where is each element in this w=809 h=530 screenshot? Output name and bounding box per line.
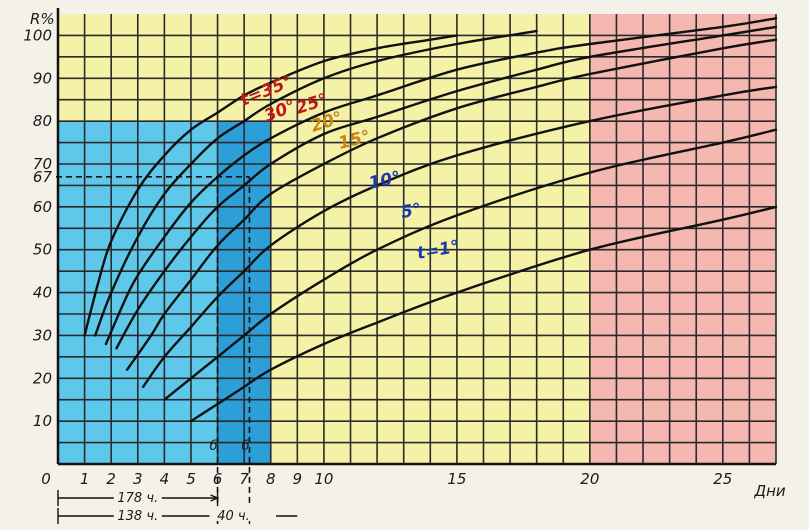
y-tick-label: 70 — [33, 155, 52, 173]
curve-7 — [163, 128, 778, 401]
annotation-arrow — [210, 494, 220, 502]
x-origin-label: 0 — [41, 470, 51, 488]
series-label-7: 5° — [399, 200, 423, 223]
curve-1 — [83, 34, 459, 337]
curve-5 — [125, 38, 778, 371]
annotation-label-bg — [209, 507, 258, 521]
curve-3 — [104, 17, 778, 346]
x-tick-label: 3 — [133, 470, 143, 488]
y-tick-label: 60 — [33, 198, 52, 216]
annotation-label-bg — [113, 507, 162, 521]
annotation-label-bg — [113, 489, 162, 503]
x-tick-label: 25 — [713, 470, 732, 488]
x-tick-label: 15 — [447, 470, 466, 488]
x-tick-label: 8 — [266, 470, 276, 488]
x-tick-label: 7 — [239, 470, 249, 488]
y-tick-label: 90 — [33, 69, 52, 87]
duration-annotations: 178 ч. 138 ч. 40 ч. — [57, 489, 298, 524]
annotation-label-3: 40 ч. — [217, 509, 250, 524]
y-tick-label: 80 — [33, 112, 52, 130]
x-tick-label: 2 — [106, 470, 116, 488]
x-axis-label: Дни — [753, 482, 786, 500]
marker-letter-2: б — [241, 439, 249, 454]
x-tick-label: 10 — [314, 470, 333, 488]
x-tick-label: 20 — [580, 470, 599, 488]
strength-curves — [83, 17, 778, 423]
x-tick-label: 4 — [160, 470, 170, 488]
x-tick-label: 5 — [186, 470, 196, 488]
axes — [56, 8, 776, 466]
curve-6 — [141, 85, 778, 389]
marker-letter-1: б — [210, 439, 218, 454]
curve-8 — [189, 205, 778, 423]
y-tick-label: 67 — [33, 168, 53, 186]
x-tick-label: 9 — [293, 470, 303, 488]
curve-2 — [94, 29, 538, 337]
y-tick-label: 40 — [33, 284, 52, 302]
y-tick-label: 30 — [33, 326, 52, 344]
annotation-label-1: 178 ч. — [117, 491, 158, 506]
curve-4 — [115, 25, 778, 350]
x-tick-label: 1 — [80, 470, 90, 488]
y-tick-label: 20 — [33, 369, 52, 387]
region-2 — [589, 14, 776, 464]
y-tick-label: 100 — [23, 26, 52, 44]
y-tick-label: 50 — [33, 241, 52, 259]
y-tick-label: 10 — [33, 412, 52, 430]
annotation-label-2: 138 ч. — [117, 509, 158, 524]
y-axis-label: R% — [30, 10, 55, 28]
